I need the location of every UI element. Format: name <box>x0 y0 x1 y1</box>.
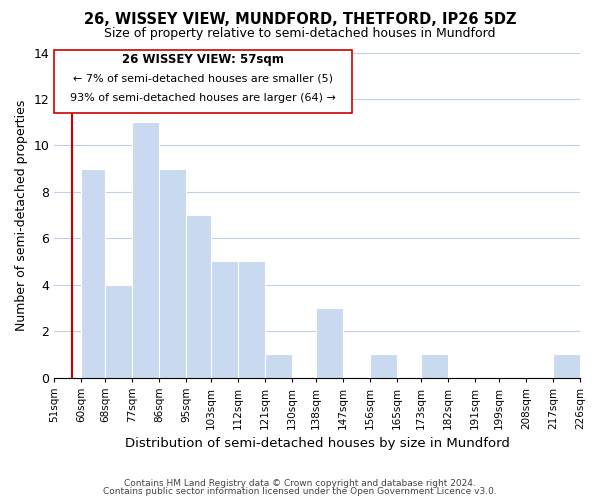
Bar <box>160 168 187 378</box>
Text: Contains HM Land Registry data © Crown copyright and database right 2024.: Contains HM Land Registry data © Crown c… <box>124 478 476 488</box>
Text: Contains public sector information licensed under the Open Government Licence v3: Contains public sector information licen… <box>103 487 497 496</box>
Text: 26, WISSEY VIEW, MUNDFORD, THETFORD, IP26 5DZ: 26, WISSEY VIEW, MUNDFORD, THETFORD, IP2… <box>84 12 516 28</box>
Text: ← 7% of semi-detached houses are smaller (5): ← 7% of semi-detached houses are smaller… <box>73 74 333 84</box>
Bar <box>238 262 265 378</box>
Bar <box>82 168 106 378</box>
X-axis label: Distribution of semi-detached houses by size in Mundford: Distribution of semi-detached houses by … <box>125 437 509 450</box>
Bar <box>316 308 343 378</box>
Bar <box>133 122 160 378</box>
Text: 26 WISSEY VIEW: 57sqm: 26 WISSEY VIEW: 57sqm <box>122 52 284 66</box>
Bar <box>187 215 211 378</box>
Bar <box>370 354 397 378</box>
Bar <box>421 354 448 378</box>
Bar <box>106 284 133 378</box>
Y-axis label: Number of semi-detached properties: Number of semi-detached properties <box>15 100 28 330</box>
Bar <box>211 262 238 378</box>
Text: Size of property relative to semi-detached houses in Mundford: Size of property relative to semi-detach… <box>104 28 496 40</box>
FancyBboxPatch shape <box>54 50 352 113</box>
Bar <box>265 354 292 378</box>
Bar <box>553 354 580 378</box>
Text: 93% of semi-detached houses are larger (64) →: 93% of semi-detached houses are larger (… <box>70 93 336 103</box>
